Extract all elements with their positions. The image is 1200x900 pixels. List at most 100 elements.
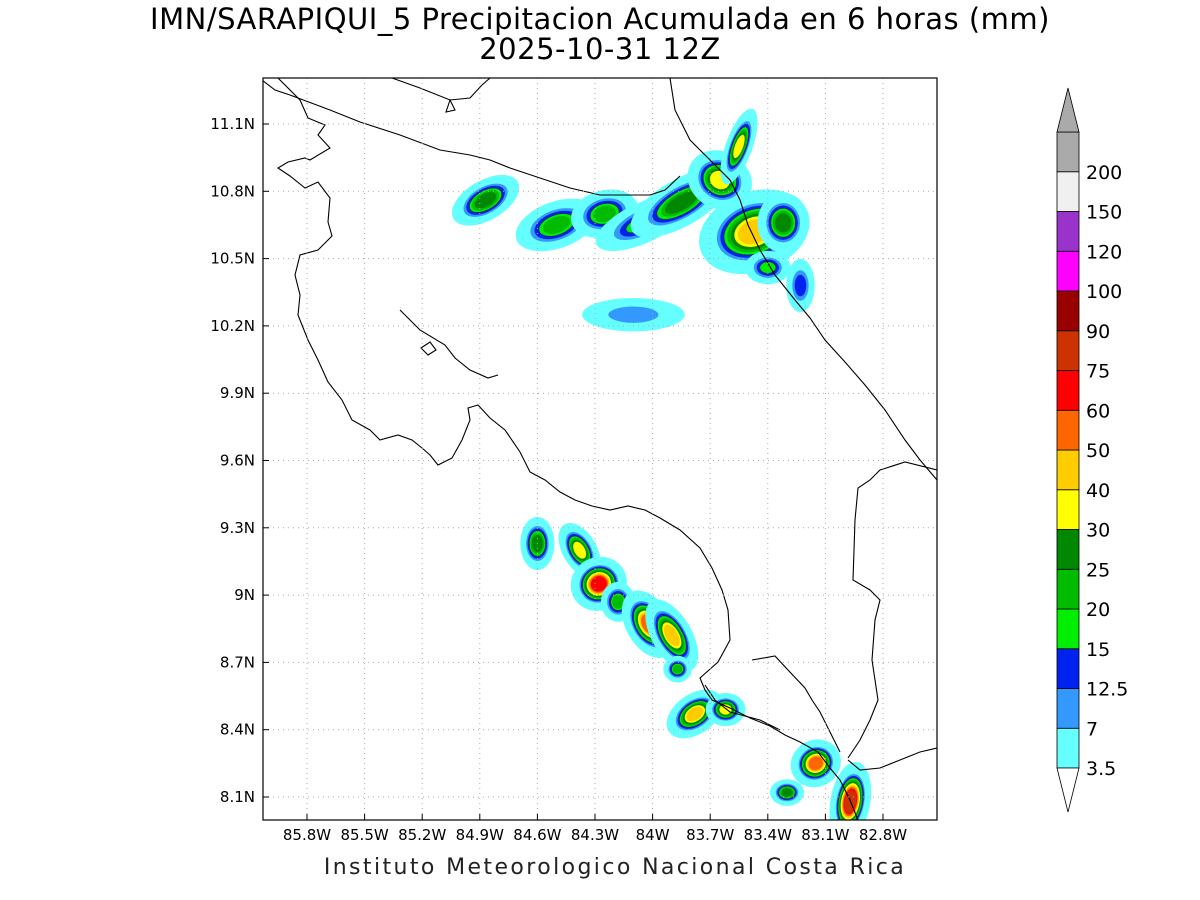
colorbar-label: 7 [1086, 718, 1098, 740]
colorbar-swatch [1056, 211, 1080, 252]
lat-tick-label: 8.1N [220, 788, 255, 806]
lon-tick-label: 83.4W [744, 826, 792, 844]
colorbar-label: 50 [1086, 440, 1110, 462]
precip-contour-level [686, 706, 704, 722]
precip-cell [451, 174, 520, 226]
colorbar-swatch [1056, 608, 1080, 650]
precip-contour-line [770, 207, 797, 238]
longitude-labels: 85.8W 85.5W 85.2W 84.9W 84.6W 84.3W 84W 83.7W 83… [283, 826, 907, 844]
lon-tick-label: 85.2W [398, 826, 446, 844]
nicaragua-border [263, 80, 681, 196]
colorbar-label: 75 [1086, 361, 1110, 383]
map-title: IMN/SARAPIQUI_5 Precipitacion Acumulada … [150, 2, 1050, 36]
colorbar-swatch [1056, 489, 1080, 530]
colorbar-label: 25 [1086, 559, 1110, 581]
colorbar-swatch [1056, 330, 1080, 371]
colorbar-label: 30 [1086, 520, 1110, 542]
precip-cell [645, 599, 699, 672]
pacific-coastline [276, 78, 859, 820]
precip-cell [790, 739, 841, 788]
colorbar-swatch [1056, 727, 1080, 769]
precip-contour-line [528, 529, 547, 558]
precip-cell [769, 779, 805, 806]
precip-cell [786, 258, 815, 313]
golfito-coast [704, 684, 781, 731]
precipitation-field [451, 108, 872, 820]
precip-contour-level [774, 213, 792, 233]
precip-contour-line [728, 126, 750, 167]
precip-cell [757, 192, 809, 253]
lon-tick-label: 84.6W [513, 826, 561, 844]
lat-tick-label: 9.3N [220, 519, 255, 537]
colorbar-swatch [1056, 688, 1080, 729]
precip-contour-line [778, 785, 796, 800]
lon-tick-label: 84.3W [571, 826, 619, 844]
colorbar-swatch [1056, 171, 1080, 212]
precip-contour-level [663, 624, 680, 647]
lat-tick-label: 9.9N [220, 384, 255, 402]
colorbar-label: 150 [1086, 202, 1122, 224]
precip-cell [829, 761, 872, 820]
colorbar-label: 12.5 [1086, 679, 1128, 701]
precip-contour-level [612, 595, 624, 609]
lon-tick-label: 85.5W [340, 826, 388, 844]
precip-contour-level [542, 216, 571, 234]
nicoya-gulf-island [420, 341, 437, 356]
colorbar-swatch [1056, 529, 1080, 570]
latitude-labels: 11.1N 10.8N 10.5N 10.2N 9.9N 9.6N 9.3N 9N 8.7N 8.… [210, 115, 255, 806]
precip-contour-level [781, 788, 793, 797]
precip-contour-line [468, 187, 503, 214]
precip-contour-line [670, 662, 685, 676]
colorbar-label: 3.5 [1086, 758, 1116, 780]
precip-contour-line [714, 700, 737, 719]
lon-tick-label: 83.7W [686, 826, 734, 844]
caribbean-coastline [669, 78, 937, 481]
precip-cell [663, 655, 692, 683]
lat-tick-label: 10.8N [210, 182, 255, 200]
colorbar-swatch [1056, 290, 1080, 332]
precip-contour-level [474, 192, 497, 209]
precip-contour-level [593, 205, 616, 222]
lon-tick-label: 84.9W [456, 826, 504, 844]
axis-ticks [263, 123, 884, 820]
precip-cell [744, 250, 791, 285]
colorbar-label: 40 [1086, 480, 1110, 502]
lon-tick-label: 82.8W [859, 826, 907, 844]
precip-cell [720, 108, 758, 185]
panama-caribbean-coast [847, 747, 937, 771]
nicoya-inner-coast [399, 309, 499, 379]
colorbar-label: 20 [1086, 599, 1110, 621]
precip-contour-level [808, 756, 824, 771]
colorbar-upper-arrow [1056, 87, 1080, 133]
lat-tick-label: 11.1N [210, 115, 255, 133]
precip-contour-line [800, 749, 831, 778]
lat-tick-label: 10.5N [210, 250, 255, 268]
colorbar-label: 200 [1086, 162, 1122, 184]
lon-tick-label: 85.8W [283, 826, 331, 844]
colorbar-swatch [1056, 370, 1080, 411]
precip-contour-level [672, 664, 683, 674]
precip-contour-line [656, 615, 687, 656]
lat-tick-label: 8.7N [220, 653, 255, 671]
small-island [445, 98, 456, 113]
map-frame [262, 77, 938, 821]
lat-tick-label: 9N [234, 586, 255, 604]
lake-nicaragua-shore [391, 78, 491, 101]
lat-tick-label: 10.2N [210, 317, 255, 335]
precip-contour-level [608, 306, 659, 323]
colorbar-swatch [1056, 568, 1080, 610]
precip-contour-level [573, 541, 587, 559]
colorbar-swatch [1056, 250, 1080, 292]
lon-tick-label: 83.1W [801, 826, 849, 844]
precip-cell [520, 516, 555, 571]
lon-tick-label: 84W [636, 826, 670, 844]
colorbar-label: 120 [1086, 241, 1122, 263]
precip-cell [582, 298, 685, 332]
precip-contour-line [837, 777, 864, 820]
precip-contour-level [665, 191, 698, 214]
colorbar-label: 15 [1086, 639, 1110, 661]
lat-tick-label: 9.6N [220, 452, 255, 470]
lat-tick-label: 8.4N [220, 721, 255, 739]
precip-cell [705, 692, 746, 727]
